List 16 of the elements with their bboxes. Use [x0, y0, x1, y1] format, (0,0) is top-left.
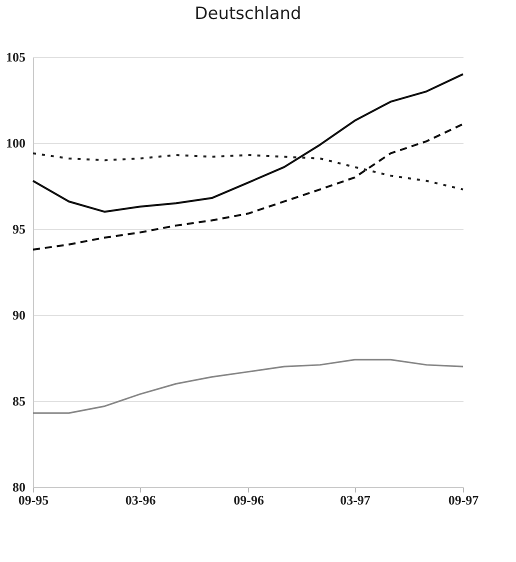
line-series	[32, 123, 464, 251]
x-tick-label: 03-96	[125, 492, 156, 508]
y-tick-label: 90	[12, 308, 26, 322]
line-series	[32, 73, 464, 213]
x-tick-label: 09-95	[18, 492, 50, 508]
y-tick-label: 95	[12, 222, 26, 236]
x-tick-label: 03-97	[340, 492, 371, 508]
y-tick-label: 100	[6, 136, 26, 150]
y-tick-label: 80	[12, 480, 26, 494]
chart-title: Deutschland	[194, 4, 302, 24]
y-tick-label: 105	[6, 50, 26, 64]
x-tick-label: 09-97	[448, 492, 480, 508]
line-series	[32, 152, 464, 190]
line-series	[32, 358, 464, 414]
y-tick-label: 85	[12, 394, 26, 408]
x-tick-label: 09-96	[234, 492, 264, 508]
